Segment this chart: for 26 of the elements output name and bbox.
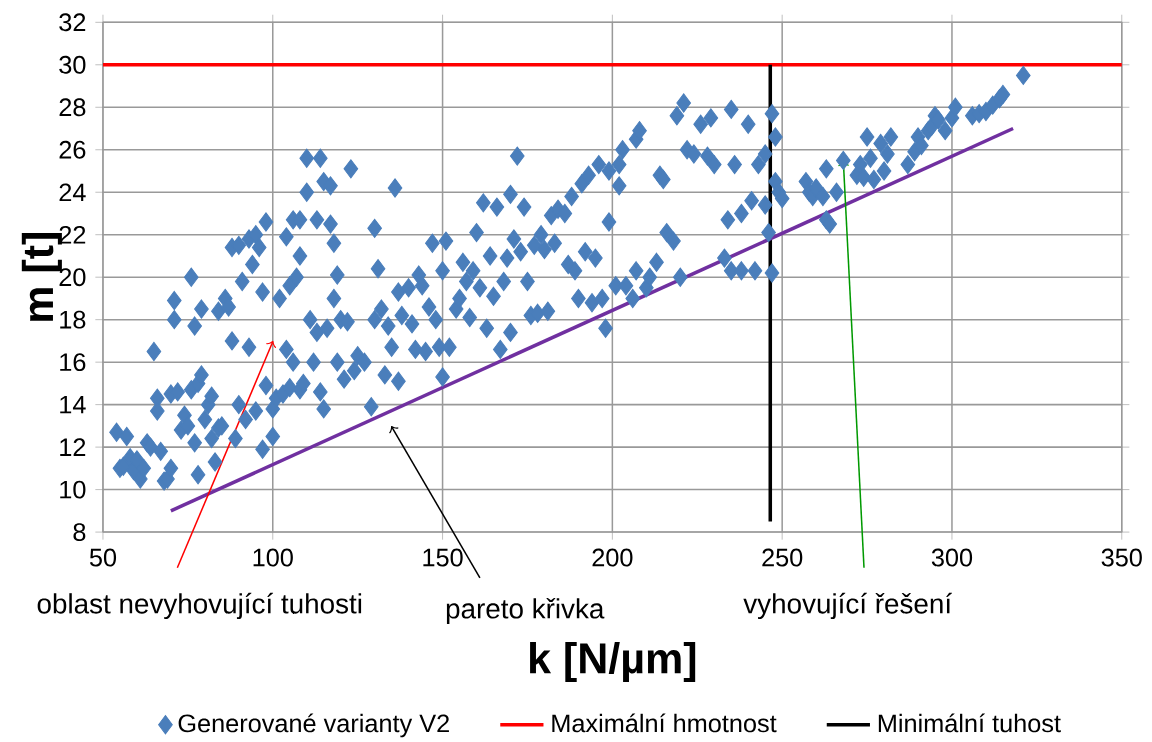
text: pareto křivka [446, 597, 605, 624]
x-tick-label: 200 [592, 548, 633, 567]
y-tick-label: 14 [60, 395, 86, 414]
y-tick-label: 28 [59, 98, 86, 117]
x-tick-label: 300 [931, 548, 973, 567]
y-tick-label: 32 [59, 13, 86, 32]
x-tick-label: 350 [1101, 548, 1142, 567]
y-tick-label: 26 [59, 140, 86, 159]
x-tick-label: 100 [253, 548, 293, 567]
legend-label: Maximální hmotnost [552, 713, 777, 733]
x-tick-label: 50 [89, 548, 117, 567]
y-tick-label: 8 [73, 522, 86, 541]
y-tick-label: 22 [59, 225, 86, 244]
y-tick-label: 16 [60, 353, 86, 371]
legend-label: Generované varianty V2 [178, 713, 449, 738]
y-tick-label: 10 [60, 480, 86, 499]
annotation: vyhovující řešení [743, 592, 952, 619]
y-tick-label: 12 [60, 438, 86, 456]
text: oblast nevyhovující tuhosti [37, 592, 362, 619]
x-tick-label: 150 [423, 548, 463, 567]
y-tick-label: 24 [59, 183, 86, 201]
x-tick-label: 250 [762, 548, 803, 567]
legend-label: Minimální tuhost [878, 713, 1061, 733]
x-axis-title: k [N/µm] [530, 641, 696, 682]
y-tick-label: 30 [59, 55, 86, 74]
y-tick-label: 18 [60, 310, 86, 329]
